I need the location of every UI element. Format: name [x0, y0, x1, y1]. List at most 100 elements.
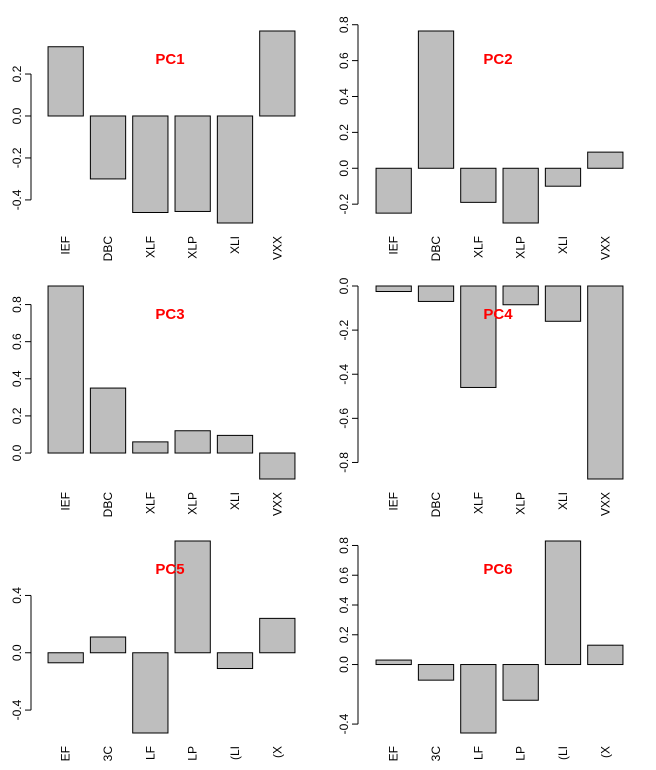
- bar-dbc: [417, 30, 455, 169]
- bar-dbc: [417, 664, 455, 681]
- bar-ief: [375, 285, 412, 293]
- bar-vxx: [259, 617, 296, 654]
- bar-xli: [216, 115, 254, 224]
- x-tick-label: LF: [143, 746, 157, 760]
- bar-xlp: [502, 167, 539, 224]
- bar-dbc: [89, 636, 127, 654]
- y-tick-label: 0.0: [10, 107, 24, 124]
- y-tick-label: 0.0: [10, 444, 24, 461]
- y-tick-label: 0.0: [337, 277, 351, 294]
- y-tick-label: 0.4: [337, 88, 351, 105]
- bar-ief: [47, 46, 84, 117]
- x-tick-label: XLI: [556, 236, 570, 254]
- x-tick-label: IEF: [387, 236, 401, 255]
- x-tick-label: 3C: [101, 746, 115, 762]
- y-tick-label: 0.2: [337, 124, 351, 141]
- x-tick-label: XLF: [471, 236, 485, 258]
- panel-pc4: IEF DBC XLF XLP XLI VXX -0.8 -0.6 -0.4 -0.2 0.0 PC4: [337, 277, 624, 518]
- x-tick-label: 3C: [429, 746, 443, 762]
- bar-xlp: [502, 285, 539, 306]
- bar-xlf: [132, 652, 169, 734]
- bar-xli: [216, 652, 254, 670]
- y-tick-label: 0.4: [10, 587, 24, 604]
- x-tick-label: IEF: [59, 236, 73, 255]
- x-tick-label: LP: [514, 746, 528, 761]
- x-tick-label: DBC: [429, 492, 443, 518]
- bar-dbc: [417, 285, 455, 302]
- y-tick-label: -0.6: [337, 408, 351, 429]
- x-tick-label: DBC: [101, 492, 115, 518]
- y-tick-label: 0.6: [337, 567, 351, 584]
- bar-ief: [47, 652, 84, 664]
- y-tick-label: -0.2: [10, 147, 24, 168]
- x-tick-label: IEF: [387, 492, 401, 511]
- y-tick-label: 0.2: [337, 626, 351, 643]
- panel-pc2: IEF DBC XLF XLP XLI VXX -0.2 0.0 0.2 0.4 0.6 0.8 PC2: [337, 16, 624, 262]
- bar-xlp: [174, 115, 211, 212]
- bar-dbc: [89, 387, 127, 454]
- y-tick-label: 0.0: [10, 644, 24, 661]
- x-tick-label: XLI: [228, 236, 242, 254]
- y-tick-label: -0.4: [10, 189, 24, 210]
- x-tick-label: EF: [59, 746, 73, 761]
- bar-xlf: [132, 441, 169, 454]
- bar-xlf: [460, 285, 497, 388]
- x-tick-label: VXX: [270, 492, 284, 516]
- bar-vxx: [587, 285, 624, 480]
- x-tick-label: XLP: [514, 492, 528, 515]
- panel-pc6: EF 3C LF LP (LI (X -0.4 0.0 0.2 0.4 0.6 0.8 PC6: [337, 537, 624, 762]
- x-tick-label: LP: [186, 746, 200, 761]
- x-tick-label: (X: [270, 746, 284, 758]
- bar-vxx: [587, 644, 624, 666]
- bar-xli: [544, 167, 582, 187]
- panel-title: PC1: [155, 51, 184, 68]
- x-tick-label: LF: [471, 746, 485, 760]
- y-tick-label: -0.8: [337, 452, 351, 473]
- y-tick-label: -0.4: [10, 699, 24, 720]
- y-tick-label: 0.8: [337, 16, 351, 33]
- x-tick-label: (LI: [228, 746, 242, 760]
- x-tick-label: XLP: [186, 236, 200, 259]
- y-tick-label: -0.4: [337, 364, 351, 385]
- x-tick-label: EF: [387, 746, 401, 761]
- y-tick-label: 0.0: [337, 656, 351, 673]
- panel-title: PC5: [155, 561, 184, 578]
- x-tick-label: XLI: [556, 492, 570, 510]
- x-tick-label: XLF: [143, 236, 157, 258]
- bar-vxx: [259, 30, 296, 117]
- y-tick-label: 0.4: [337, 596, 351, 613]
- y-tick-label: -0.2: [337, 193, 351, 214]
- x-tick-label: IEF: [59, 492, 73, 511]
- x-tick-label: VXX: [598, 492, 612, 516]
- bar-ief: [47, 285, 84, 454]
- x-tick-label: XLP: [514, 236, 528, 259]
- y-tick-label: -0.4: [337, 713, 351, 734]
- bar-vxx: [587, 151, 624, 169]
- y-tick-label: 0.6: [337, 52, 351, 69]
- bar-ief: [375, 167, 412, 214]
- y-tick-label: 0.4: [10, 370, 24, 387]
- x-tick-label: VXX: [270, 236, 284, 260]
- bar-xlf: [132, 115, 169, 213]
- y-tick-label: 0.8: [337, 537, 351, 554]
- y-tick-label: 0.8: [10, 296, 24, 313]
- y-tick-label: 0.6: [10, 333, 24, 350]
- x-tick-label: (X: [598, 746, 612, 758]
- panel-pc1: IEF DBC XLF XLP XLI VXX -0.4 -0.2 0.0 0.2 PC1: [10, 30, 296, 262]
- panel-pc3: IEF DBC XLF XLP XLI VXX 0.0 0.2 0.4 0.6 0.8 PC3: [10, 285, 296, 518]
- x-tick-label: (LI: [556, 746, 570, 760]
- bar-vxx: [259, 452, 296, 480]
- panel-title: PC4: [483, 306, 513, 323]
- bar-ief: [375, 659, 412, 666]
- y-tick-label: 0.2: [10, 407, 24, 424]
- y-tick-label: 0.0: [337, 160, 351, 177]
- bar-xlp: [174, 540, 211, 654]
- bar-xlp: [174, 430, 211, 454]
- x-tick-label: DBC: [429, 236, 443, 262]
- x-tick-label: DBC: [101, 236, 115, 262]
- bar-dbc: [89, 115, 127, 180]
- bar-xlf: [460, 664, 497, 734]
- bar-xli: [216, 434, 254, 454]
